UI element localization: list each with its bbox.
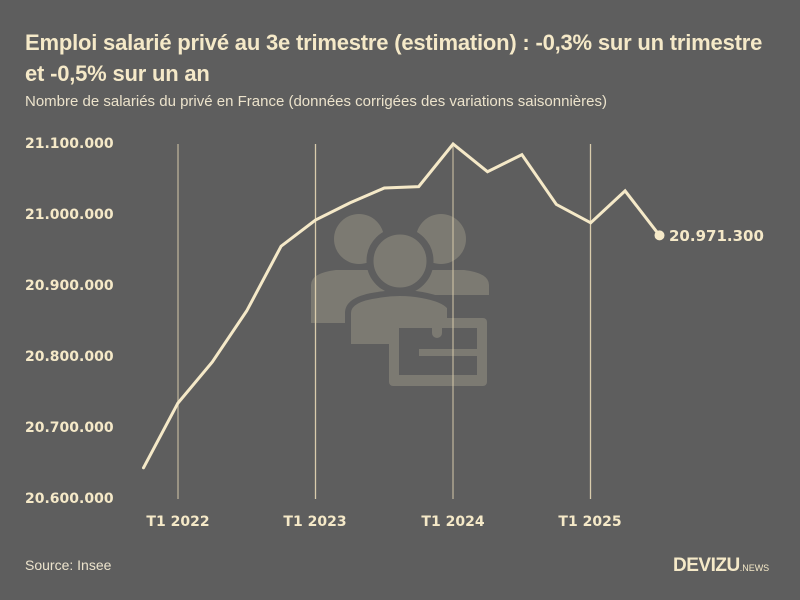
y-tick-label: 20.700.000 xyxy=(25,420,114,436)
logo-brand-text: DEVIZU xyxy=(673,555,740,576)
y-tick-label: 20.600.000 xyxy=(25,491,114,507)
y-tick-label: 21.000.000 xyxy=(25,207,114,223)
data-series-line xyxy=(142,141,661,470)
y-tick-label: 20.800.000 xyxy=(25,349,114,365)
end-point-marker xyxy=(654,230,665,241)
logo-suffix-text: .NEWS xyxy=(739,563,770,573)
vertical-gridlines xyxy=(177,144,592,499)
source-note: Source: Insee xyxy=(25,557,112,573)
chart-title: Emploi salarié privé au 3e trimestre (es… xyxy=(25,30,763,86)
x-tick-label: T1 2025 xyxy=(558,514,622,530)
group-briefcase-icon xyxy=(311,214,489,386)
y-tick-label: 20.900.000 xyxy=(25,278,114,294)
y-tick-label: 21.100.000 xyxy=(25,136,114,152)
brand-logo: DEVIZU.NEWS xyxy=(673,555,769,577)
x-tick-label: T1 2022 xyxy=(146,514,210,530)
x-tick-label: T1 2023 xyxy=(283,514,347,530)
x-tick-label: T1 2024 xyxy=(421,514,485,530)
last-value-label: 20.971.300 xyxy=(669,227,764,245)
chart-subtitle: Nombre de salariés du privé en France (d… xyxy=(25,93,607,110)
